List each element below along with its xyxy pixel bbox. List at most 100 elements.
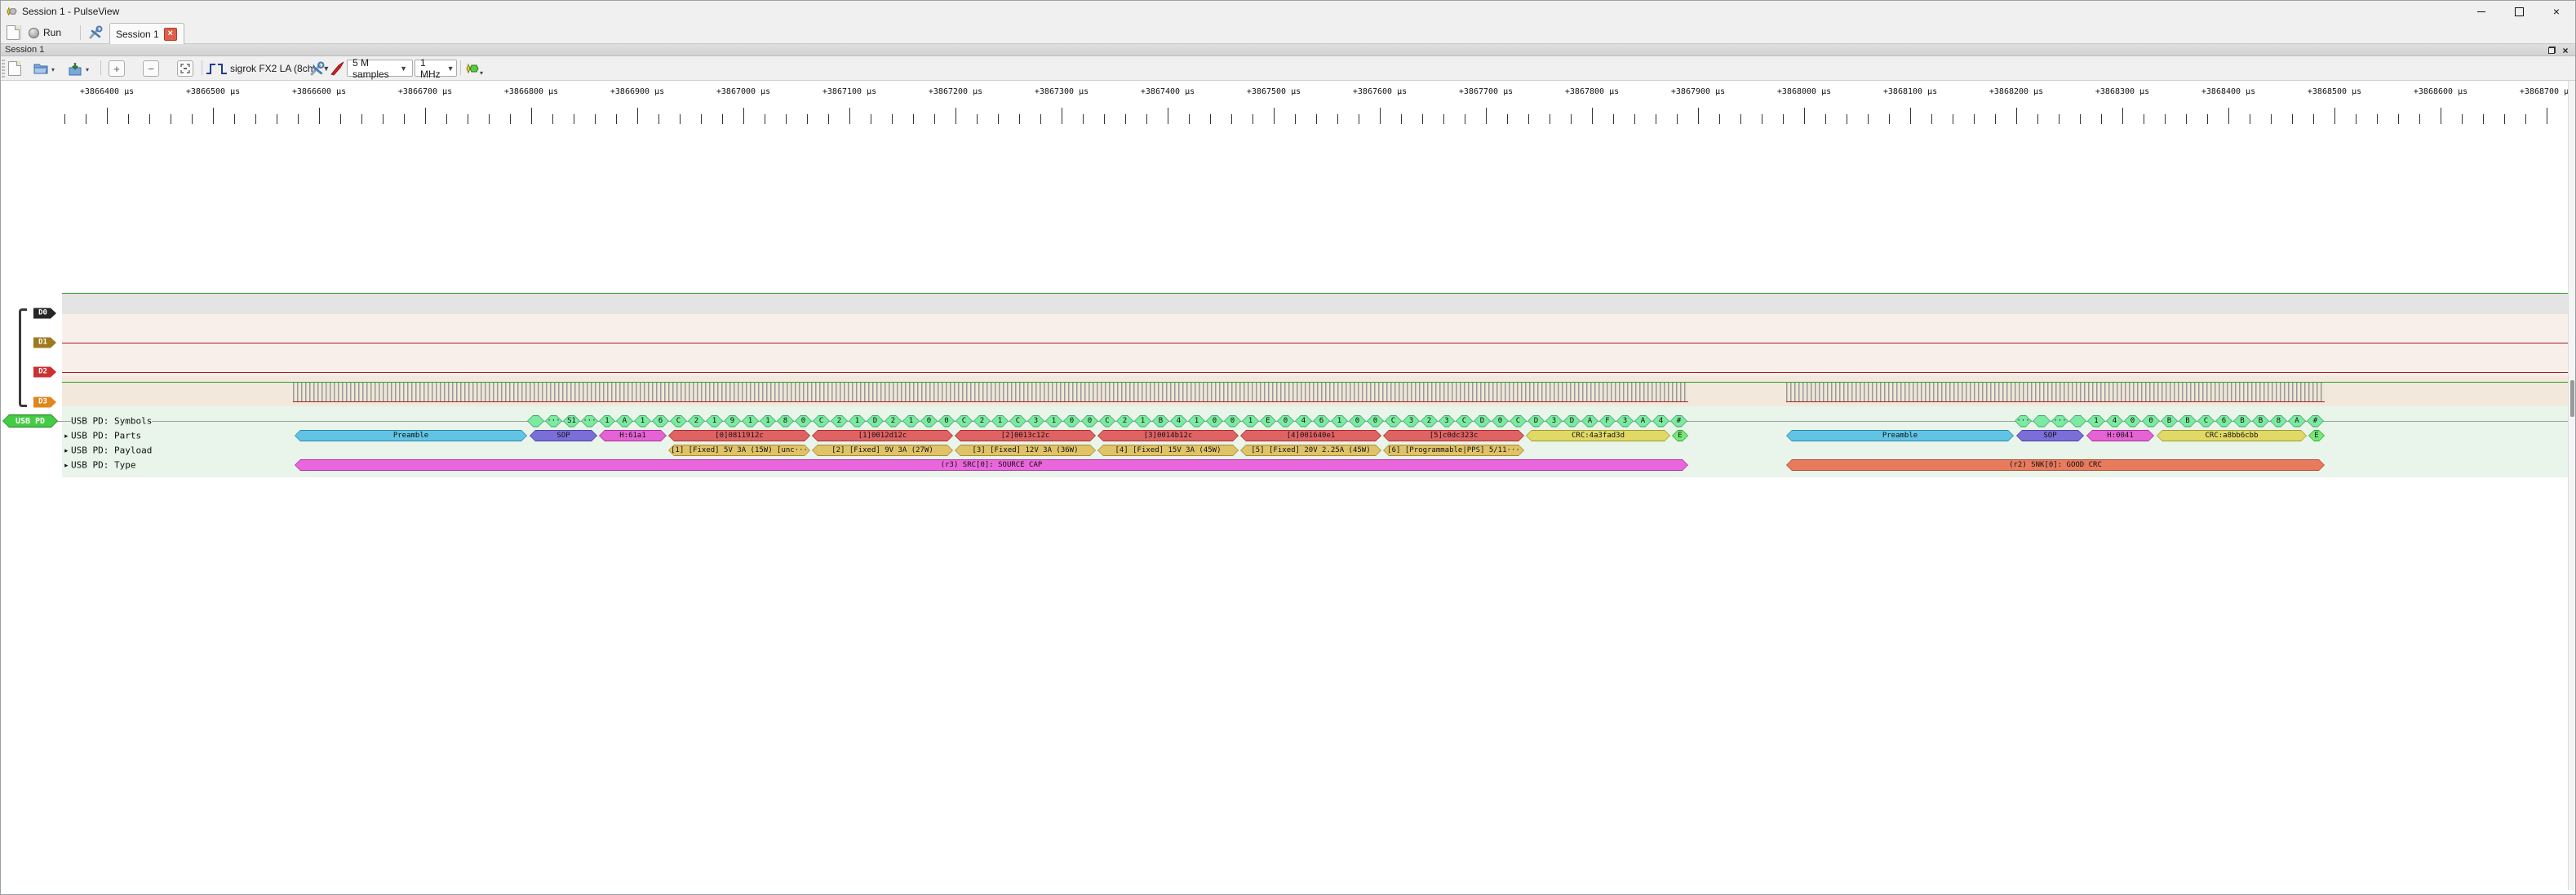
symbol-annotation[interactable]: 1 — [599, 415, 615, 428]
symbol-annotation[interactable]: 3 — [1616, 415, 1634, 428]
symbol-annotation[interactable]: A — [1581, 415, 1598, 428]
scrollbar-thumb[interactable] — [2570, 380, 2574, 417]
symbol-annotation[interactable]: 2 — [831, 415, 848, 428]
symbol-annotation[interactable]: C — [1385, 415, 1402, 428]
symbol-annotation[interactable]: 1 — [1242, 415, 1259, 428]
part-annotation[interactable]: [3]0014b12c — [1097, 430, 1239, 441]
settings-button[interactable] — [85, 24, 106, 41]
symbol-annotation[interactable]: 2 — [688, 415, 705, 428]
symbol-annotation[interactable]: B — [2161, 415, 2178, 428]
payload-annotation[interactable]: [5] [Fixed] 20V 2.25A (45W) — [1240, 445, 1381, 456]
symbol-annotation[interactable]: E — [1260, 415, 1276, 428]
trigger-rising-button[interactable] — [205, 60, 216, 78]
type-annotation[interactable]: (r3) SRC[0]: SOURCE CAP — [295, 459, 1688, 471]
trigger-falling-button[interactable] — [216, 60, 228, 78]
part-annotation[interactable]: E — [2308, 430, 2325, 441]
channel-tag-d0[interactable]: D0 — [33, 308, 56, 319]
symbol-annotation[interactable]: 0 — [920, 415, 938, 428]
payload-annotation[interactable]: [2] [Fixed] 9V 3A (27W) — [812, 445, 953, 456]
symbol-annotation[interactable]: 0 — [1081, 415, 1098, 428]
symbol-annotation[interactable]: C — [1510, 415, 1527, 428]
save-button[interactable] — [66, 60, 84, 78]
decoder-row-label[interactable]: USB PD: Type — [71, 459, 136, 471]
decoder-tag[interactable]: USB PD — [2, 414, 58, 428]
symbol-annotation[interactable]: F — [1599, 415, 1616, 428]
symbol-annotation[interactable]: ··· — [545, 415, 562, 428]
symbol-annotation[interactable]: ··· — [581, 415, 598, 428]
part-annotation[interactable]: [1]0012d12c — [812, 430, 953, 441]
symbol-annotation[interactable]: 0 — [1224, 415, 1241, 428]
new-session-button[interactable] — [3, 24, 23, 41]
part-annotation[interactable]: Preamble — [295, 430, 527, 441]
symbol-annotation[interactable]: B — [2179, 415, 2197, 428]
part-annotation[interactable]: [0]0811912c — [668, 430, 810, 441]
symbol-annotation[interactable]: 1 — [902, 415, 920, 428]
symbol-annotation[interactable]: 0 — [1206, 415, 1223, 428]
symbol-annotation[interactable]: 4 — [1170, 415, 1187, 428]
part-annotation[interactable]: Preamble — [1786, 430, 2014, 441]
symbol-annotation[interactable]: 1 — [1331, 415, 1348, 428]
symbol-annotation[interactable]: B — [2233, 415, 2251, 428]
symbol-annotation[interactable]: 6 — [1313, 415, 1330, 428]
symbol-annotation[interactable]: 4 — [1652, 415, 1669, 428]
symbol-annotation[interactable]: 0 — [2124, 415, 2141, 428]
symbol-annotation[interactable]: 0 — [1349, 415, 1366, 428]
symbol-annotation[interactable]: 4 — [1295, 415, 1312, 428]
symbol-annotation[interactable]: 8 — [2270, 415, 2287, 428]
symbol-annotation[interactable]: D — [1474, 415, 1491, 428]
symbol-annotation[interactable]: C — [1009, 415, 1026, 428]
new-view-button[interactable] — [6, 60, 24, 78]
part-annotation[interactable]: H:61a1 — [599, 430, 667, 441]
symbol-annotation[interactable]: 0 — [1492, 415, 1509, 428]
device-select[interactable]: sigrok FX2 LA (8ch) ▼ — [230, 60, 330, 77]
symbol-annotation[interactable]: C — [813, 415, 830, 428]
symbol-annotation[interactable]: D — [867, 415, 884, 428]
part-annotation[interactable]: [4]001640e1 — [1240, 430, 1381, 441]
symbol-annotation[interactable]: B — [1152, 415, 1169, 428]
decoder-row-label[interactable]: USB PD: Symbols — [71, 415, 153, 427]
symbol-annotation[interactable]: C — [955, 415, 973, 428]
symbol-annotation[interactable]: # — [1670, 415, 1687, 428]
part-annotation[interactable]: CRC:4a3fad3d — [1526, 430, 1670, 441]
symbol-annotation[interactable]: 2 — [973, 415, 991, 428]
decoder-row-expand-arrow[interactable]: ▸ — [64, 459, 69, 471]
symbol-annotation[interactable]: D — [1527, 415, 1545, 428]
dock-close-button[interactable]: × — [2560, 46, 2571, 55]
symbol-annotation[interactable]: ··· — [2015, 415, 2032, 428]
payload-annotation[interactable]: [6] [Programmable|PPS] 5/11··· — [1383, 445, 1524, 456]
channels-button[interactable] — [329, 60, 347, 78]
symbol-annotation[interactable]: 1 — [849, 415, 866, 428]
symbol-annotation[interactable]: 1 — [634, 415, 651, 428]
symbol-annotation[interactable] — [2033, 415, 2051, 428]
symbol-annotation[interactable]: 0 — [1277, 415, 1294, 428]
symbol-annotation[interactable]: B — [2252, 415, 2269, 428]
configure-device-button[interactable] — [308, 60, 326, 78]
symbol-annotation[interactable]: 1 — [1134, 415, 1151, 428]
symbol-annotation[interactable]: 4 — [2106, 415, 2123, 428]
symbol-annotation[interactable]: C — [670, 415, 687, 428]
symbol-annotation[interactable]: 0 — [795, 415, 812, 428]
channel-tag-d1[interactable]: D1 — [33, 338, 56, 348]
run-button[interactable]: Run — [25, 24, 64, 41]
symbol-annotation[interactable]: A — [2288, 415, 2306, 428]
symbol-annotation[interactable]: A — [1634, 415, 1652, 428]
zoom-fit-button[interactable] — [177, 60, 193, 77]
decoder-row-expand-arrow[interactable]: ▸ — [64, 445, 69, 456]
symbol-annotation[interactable]: D — [1563, 415, 1581, 428]
symbol-annotation[interactable]: 1 — [706, 415, 723, 428]
open-button[interactable] — [32, 60, 50, 78]
symbol-annotation[interactable]: 3 — [1027, 415, 1044, 428]
symbol-annotation[interactable]: 0 — [2142, 415, 2160, 428]
close-button[interactable]: × — [2538, 1, 2575, 22]
symbol-annotation[interactable] — [2069, 415, 2086, 428]
part-annotation[interactable]: E — [1672, 430, 1688, 441]
decoder-row-label[interactable]: USB PD: Payload — [71, 445, 153, 456]
maximize-button[interactable] — [2500, 1, 2538, 22]
symbol-annotation[interactable]: 0 — [938, 415, 955, 428]
sample-rate-select[interactable]: 1 MHz ▼ — [415, 57, 457, 80]
decoder-row-expand-arrow[interactable]: ▸ — [64, 430, 69, 441]
part-annotation[interactable]: CRC:a8bb6cbb — [2157, 430, 2307, 441]
symbol-annotation[interactable] — [527, 415, 544, 428]
symbol-annotation[interactable]: C — [1099, 415, 1115, 428]
part-annotation[interactable]: [2]0013c12c — [955, 430, 1096, 441]
